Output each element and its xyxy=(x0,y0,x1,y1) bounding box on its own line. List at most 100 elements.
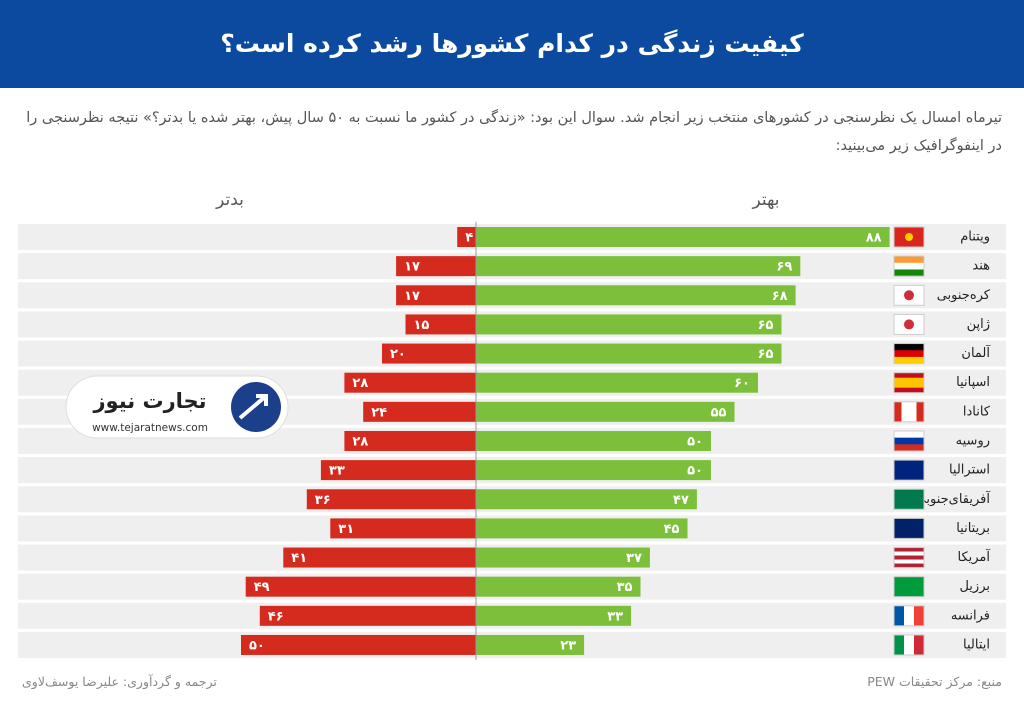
category-label: برزیل xyxy=(959,579,990,594)
category-label: آمریکا xyxy=(957,548,991,565)
logo-name: تجارت نیوز xyxy=(92,389,206,413)
flag-part xyxy=(894,605,905,626)
value-label: ۴۱ xyxy=(291,551,307,566)
flag-part xyxy=(894,262,924,270)
source: منبع: مرکز تحقیقات PEW xyxy=(867,674,1002,689)
bar xyxy=(245,576,476,597)
value-label: ۴۷ xyxy=(673,493,689,508)
bar xyxy=(476,343,782,364)
flag-border xyxy=(893,459,925,481)
flag-part xyxy=(894,377,924,383)
value-label: ۱۷ xyxy=(404,260,420,275)
value-label: ۳۶ xyxy=(315,493,331,508)
category-label: فرانسه xyxy=(951,608,990,623)
flag-part xyxy=(894,430,924,438)
value-label: ۱۷ xyxy=(404,289,420,304)
category-label: آلمان xyxy=(961,344,991,361)
flag-part xyxy=(894,489,924,510)
value-label: ۶۰ xyxy=(734,376,750,391)
value-label: ۸۸ xyxy=(866,231,882,246)
category-label: روسیه xyxy=(956,433,990,448)
logo-arrow xyxy=(238,394,268,420)
flag-border xyxy=(893,488,925,510)
flag-part xyxy=(914,605,925,626)
flag-part xyxy=(894,382,924,388)
subtitle: تیرماه امسال یک نظرسنجی در کشورهای منتخب… xyxy=(26,110,1002,154)
flag-part xyxy=(894,551,924,556)
flag-part xyxy=(894,387,924,393)
bar xyxy=(344,430,476,451)
value-label: ۲۸ xyxy=(352,434,368,449)
value-label: ۵۰ xyxy=(249,638,265,653)
bar xyxy=(320,460,476,481)
flag-part xyxy=(894,343,924,351)
flag-part xyxy=(914,634,925,655)
value-label: ۵۵ xyxy=(711,405,727,420)
flag-part xyxy=(894,350,924,358)
bar xyxy=(476,372,758,393)
flag-part xyxy=(894,563,924,568)
value-label: ۶۹ xyxy=(776,260,792,275)
value-label: ۴ xyxy=(465,231,473,246)
flag-border xyxy=(893,313,925,335)
bar xyxy=(396,285,476,306)
logo-bg xyxy=(65,375,289,439)
bar xyxy=(306,489,476,510)
flag-border xyxy=(893,401,925,423)
flag-part xyxy=(894,437,924,445)
flag-part xyxy=(894,256,924,264)
bar xyxy=(476,285,796,306)
legend-better: بهتر xyxy=(751,190,779,210)
bar xyxy=(476,547,650,568)
value-label: ۶۸ xyxy=(772,289,788,304)
flag-part xyxy=(901,401,910,422)
flag-part xyxy=(894,401,902,422)
bar xyxy=(405,314,476,335)
bar xyxy=(476,576,641,597)
bar xyxy=(259,605,476,626)
legend-worse: بدتر xyxy=(215,190,244,210)
flag-border xyxy=(893,284,925,306)
value-label: ۱۵ xyxy=(414,318,430,333)
value-label: ۵۰ xyxy=(687,464,703,479)
value-label: ۶۵ xyxy=(758,318,774,333)
value-label: ۵۰ xyxy=(687,434,703,449)
category-label: آفریقای‌جنوبی xyxy=(916,490,992,507)
flag-border xyxy=(893,517,925,539)
flag-part xyxy=(894,372,924,378)
flag-border xyxy=(893,430,925,452)
title: کیفیت زندگی در کدام کشورها رشد کرده است؟ xyxy=(0,0,1024,88)
flag-part xyxy=(904,290,914,301)
bar xyxy=(330,518,476,539)
value-label: ۴۶ xyxy=(268,609,284,624)
flag-part xyxy=(916,401,925,422)
value-label: ۳۱ xyxy=(338,522,354,537)
flag-part xyxy=(894,356,924,364)
flag-part xyxy=(904,319,914,330)
flag-part xyxy=(904,605,915,626)
flag-border xyxy=(893,372,925,394)
flag-part xyxy=(894,555,924,560)
flag-border xyxy=(893,605,925,627)
flag-part xyxy=(894,634,905,655)
bar xyxy=(476,314,782,335)
logo xyxy=(65,375,289,439)
category-label: اسپانیا xyxy=(956,375,990,390)
bar xyxy=(476,256,801,277)
value-label: ۶۵ xyxy=(758,347,774,362)
flag-border xyxy=(893,255,925,277)
bar xyxy=(476,401,735,422)
bar xyxy=(457,227,476,247)
value-label: ۳۳ xyxy=(329,464,345,479)
bar xyxy=(476,518,688,539)
bar xyxy=(283,547,476,568)
bar xyxy=(476,460,711,481)
flag-border xyxy=(893,576,925,598)
bar xyxy=(382,343,476,364)
value-label: ۲۸ xyxy=(352,376,368,391)
value-label: ۴۵ xyxy=(664,522,680,537)
bar xyxy=(344,372,476,393)
bar xyxy=(396,256,476,277)
